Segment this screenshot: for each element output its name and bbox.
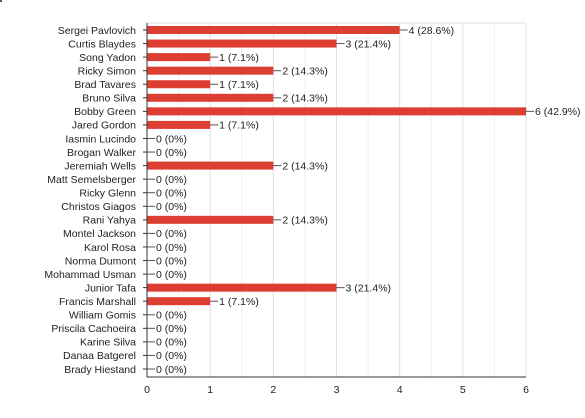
data-label: 0 (0%)	[156, 310, 187, 322]
data-label: 0 (0%)	[156, 255, 187, 267]
data-label: 0 (0%)	[156, 228, 187, 240]
category-label: Danaa Batgerel	[63, 350, 136, 362]
bar	[147, 297, 211, 306]
category-label: Junior Tafa	[85, 282, 136, 294]
category-label: Priscila Cachoeira	[51, 323, 136, 335]
bar	[147, 120, 211, 129]
bars-layer	[147, 26, 526, 306]
category-label: Francis Marshall	[59, 296, 136, 308]
category-label: Ricky Glenn	[79, 188, 136, 200]
data-label: 0 (0%)	[156, 269, 187, 281]
x-tick-label: 4	[397, 384, 403, 396]
grid-layer	[147, 22, 527, 377]
data-label: 0 (0%)	[156, 364, 187, 376]
category-label: Bobby Green	[74, 106, 136, 118]
bar	[147, 161, 274, 170]
x-tick-label: 6	[523, 384, 529, 396]
bar	[147, 107, 526, 116]
bar	[147, 66, 274, 75]
data-label: 1 (7.1%)	[219, 52, 259, 64]
data-label: 0 (0%)	[156, 323, 187, 335]
data-label: 0 (0%)	[156, 174, 187, 186]
category-label: Norma Dumont	[65, 255, 136, 267]
bar	[147, 93, 274, 102]
data-label: 1 (7.1%)	[219, 79, 259, 91]
data-label: 0 (0%)	[156, 242, 187, 254]
data-label: 0 (0%)	[156, 133, 187, 145]
data-label: 3 (21.4%)	[346, 38, 392, 50]
data-label: 0 (0%)	[156, 147, 187, 159]
data-label: 2 (14.3%)	[282, 93, 328, 105]
category-label: Ricky Simon	[78, 65, 137, 77]
category-label: Jeremiah Wells	[64, 160, 136, 172]
axis-layer	[143, 23, 526, 378]
data-label: 2 (14.3%)	[282, 160, 328, 172]
category-label: Matt Semelsberger	[47, 174, 136, 186]
bar	[147, 26, 400, 34]
category-label: Brady Hiestand	[64, 364, 136, 376]
x-tick-label: 0	[144, 384, 150, 396]
category-label: Curtis Blaydes	[68, 38, 136, 50]
data-label: 0 (0%)	[156, 188, 187, 200]
bar	[147, 53, 211, 62]
category-label: Brogan Walker	[67, 147, 137, 159]
bar	[147, 215, 274, 224]
data-label: 1 (7.1%)	[219, 120, 259, 132]
x-tick-label: 2	[270, 384, 276, 396]
category-label: Karol Rosa	[84, 242, 136, 254]
category-label: Karine Silva	[80, 337, 136, 349]
corner-mark	[0, 0, 2, 2]
category-label: Song Yadon	[79, 52, 136, 64]
category-label: Montel Jackson	[63, 228, 136, 240]
x-tick-label: 1	[207, 384, 213, 396]
category-label: Iasmin Lucindo	[65, 133, 136, 145]
category-label: Christos Giagos	[61, 201, 136, 213]
data-label: 2 (14.3%)	[282, 65, 328, 77]
data-label: 1 (7.1%)	[219, 296, 259, 308]
category-label: William Gomis	[69, 310, 136, 322]
data-label: 0 (0%)	[156, 337, 187, 349]
data-label: 4 (28.6%)	[409, 25, 455, 37]
bar	[147, 80, 211, 89]
x-tick-label: 5	[460, 384, 466, 396]
category-label: Jared Gordon	[72, 120, 136, 132]
data-label: 0 (0%)	[156, 201, 187, 213]
category-label: Mohammad Usman	[44, 269, 136, 281]
bar	[147, 39, 337, 48]
data-label: 3 (21.4%)	[346, 282, 392, 294]
category-label: Bruno Silva	[82, 93, 136, 105]
bar	[147, 283, 337, 292]
labels-layer: Sergei Pavlovich 4 (28.6%) Curtis Blaydes 3…	[44, 25, 580, 396]
category-label: Rani Yahya	[83, 215, 136, 227]
data-label: 0 (0%)	[156, 350, 187, 362]
data-label: 6 (42.9%)	[535, 106, 581, 118]
x-tick-label: 3	[334, 384, 340, 396]
category-label: Sergei Pavlovich	[58, 25, 136, 37]
data-label: 2 (14.3%)	[282, 215, 328, 227]
category-label: Brad Tavares	[74, 79, 136, 91]
